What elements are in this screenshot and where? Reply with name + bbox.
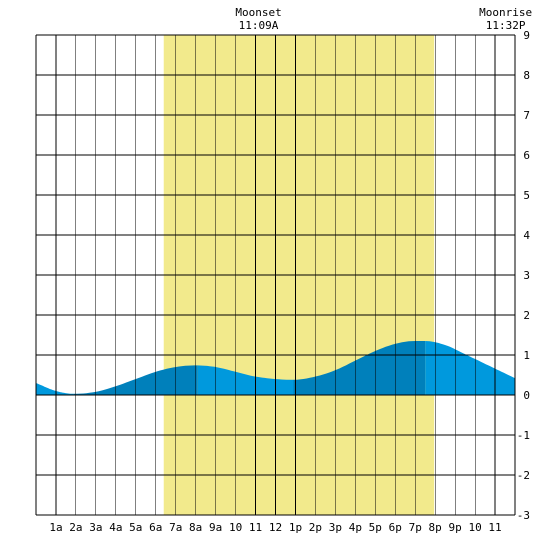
y-tick-label: 3 — [523, 269, 530, 282]
x-tick-label: 3p — [329, 521, 342, 534]
y-tick-label: 7 — [523, 109, 530, 122]
x-tick-label: 9a — [209, 521, 222, 534]
event-time-label: 11:32P — [486, 19, 526, 32]
x-tick-label: 6a — [149, 521, 162, 534]
x-tick-label: 1p — [289, 521, 302, 534]
x-tick-label: 8a — [189, 521, 202, 534]
x-tick-label: 6p — [389, 521, 402, 534]
x-tick-label: 8p — [429, 521, 442, 534]
y-tick-label: 4 — [523, 229, 530, 242]
y-tick-label: 6 — [523, 149, 530, 162]
x-tick-label: 5p — [369, 521, 382, 534]
x-tick-label: 5a — [129, 521, 142, 534]
x-tick-label: 2p — [309, 521, 322, 534]
tide-segment — [36, 383, 74, 395]
y-tick-label: 8 — [523, 69, 530, 82]
event-time-label: 11:09A — [239, 19, 279, 32]
x-tick-label: 1a — [49, 521, 62, 534]
x-tick-label: 11 — [488, 521, 501, 534]
x-tick-label: 7p — [409, 521, 422, 534]
tide-segment — [197, 365, 294, 395]
y-tick-label: 2 — [523, 309, 530, 322]
x-tick-label: 4a — [109, 521, 122, 534]
y-tick-label: 0 — [523, 389, 530, 402]
event-name-label: Moonset — [235, 6, 281, 19]
x-tick-label: 9p — [449, 521, 462, 534]
y-tick-label: -1 — [517, 429, 530, 442]
x-tick-label: 7a — [169, 521, 182, 534]
event-name-label: Moonrise — [479, 6, 532, 19]
x-tick-label: 3a — [89, 521, 102, 534]
y-tick-label: 1 — [523, 349, 530, 362]
y-tick-label: -3 — [517, 509, 530, 522]
y-tick-label: 5 — [523, 189, 530, 202]
tide-segment — [293, 341, 426, 395]
x-tick-label: 11 — [249, 521, 262, 534]
tide-segment — [425, 341, 515, 395]
x-tick-label: 10 — [229, 521, 242, 534]
x-tick-label: 4p — [349, 521, 362, 534]
x-tick-label: 10 — [468, 521, 481, 534]
x-tick-label: 2a — [69, 521, 82, 534]
y-tick-label: -2 — [517, 469, 530, 482]
x-tick-label: 12 — [269, 521, 282, 534]
y-tick-label: 9 — [523, 29, 530, 42]
